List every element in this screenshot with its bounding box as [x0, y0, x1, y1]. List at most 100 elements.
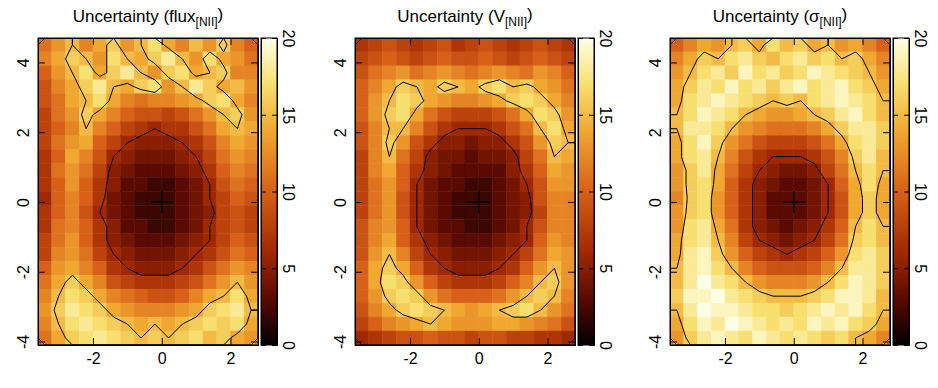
cell: [711, 303, 725, 317]
tick-mark: [883, 132, 890, 133]
cell: [534, 289, 548, 303]
cell: [465, 247, 479, 261]
cell: [794, 108, 808, 122]
cell: [548, 66, 562, 80]
cell: [725, 317, 739, 331]
cell: [739, 289, 753, 303]
cell: [520, 261, 534, 275]
cell: [849, 289, 863, 303]
cell: [493, 275, 507, 289]
cell: [794, 52, 808, 66]
cell: [739, 219, 753, 233]
center-cross: [468, 191, 490, 213]
cell: [79, 150, 93, 164]
cell: [698, 80, 712, 94]
cell: [93, 80, 107, 94]
cell: [189, 38, 203, 52]
tick-label: -2: [86, 350, 100, 367]
cell: [670, 66, 684, 80]
cell: [808, 317, 822, 331]
cell: [479, 317, 493, 331]
axis: -202: [356, 338, 576, 367]
cell: [520, 94, 534, 108]
tick-mark: [589, 345, 594, 346]
tick: 0: [332, 198, 362, 207]
tick-mark: [261, 192, 266, 193]
cell: [244, 233, 258, 247]
tick-mark: [355, 62, 362, 63]
cell: [534, 150, 548, 164]
cell: [176, 205, 190, 219]
cell: [465, 289, 479, 303]
colorbar: 05101520: [578, 30, 614, 350]
cell: [794, 38, 808, 52]
cell: [38, 331, 52, 345]
cell: [493, 150, 507, 164]
cell: [753, 331, 767, 345]
cell: [739, 94, 753, 108]
cell: [561, 150, 575, 164]
cell: [355, 164, 369, 178]
cell: [670, 331, 684, 345]
cell: [369, 247, 383, 261]
cell: [162, 164, 176, 178]
cell: [438, 289, 452, 303]
cell: [479, 289, 493, 303]
cell: [203, 303, 217, 317]
tick-mark: [261, 345, 266, 346]
cell: [506, 136, 520, 150]
cell: [753, 122, 767, 136]
cell: [794, 331, 808, 345]
cell: [876, 247, 890, 261]
cell: [217, 303, 231, 317]
cell: [780, 66, 794, 80]
cell: [162, 247, 176, 261]
cell: [231, 247, 245, 261]
cell: [698, 317, 712, 331]
cell: [561, 164, 575, 178]
cell: [203, 331, 217, 345]
cell: [355, 275, 369, 289]
cells: [670, 38, 890, 345]
tick-mark: [251, 62, 258, 63]
panel-title: Uncertainty (V[NII]): [397, 5, 532, 29]
cell: [753, 275, 767, 289]
tick-label: 2: [332, 128, 349, 137]
cell: [176, 331, 190, 345]
cell: [148, 289, 162, 303]
tick: [261, 38, 266, 39]
cell: [725, 108, 739, 122]
tick-mark: [670, 272, 677, 273]
tick: 2: [15, 128, 45, 137]
plot-frame: [38, 38, 258, 345]
cell: [203, 108, 217, 122]
cell: [66, 261, 80, 275]
cell: [134, 289, 148, 303]
tick: [568, 342, 575, 343]
cell: [780, 205, 794, 219]
tick-mark: [904, 345, 909, 346]
cell: [162, 289, 176, 303]
tick: 0: [158, 338, 167, 367]
axis: [251, 39, 259, 346]
cell: [369, 303, 383, 317]
tick: [261, 115, 266, 116]
contour: [38, 38, 258, 345]
cell: [739, 205, 753, 219]
cell: [753, 303, 767, 317]
cell: [396, 108, 410, 122]
cell: [711, 289, 725, 303]
cell: [162, 108, 176, 122]
cell: [520, 38, 534, 52]
cell: [203, 247, 217, 261]
tick-mark: [904, 192, 909, 193]
cell: [766, 38, 780, 52]
cell: [217, 205, 231, 219]
cell: [424, 178, 438, 192]
cell: [493, 289, 507, 303]
cell: [79, 38, 93, 52]
tick-label: 0: [912, 341, 929, 350]
cell: [780, 303, 794, 317]
cell: [548, 303, 562, 317]
cell: [849, 261, 863, 275]
